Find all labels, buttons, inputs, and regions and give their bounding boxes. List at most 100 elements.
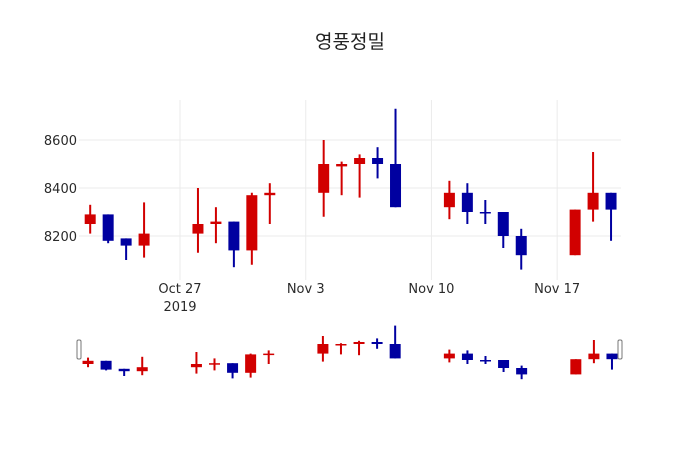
candle[interactable] (461, 183, 473, 224)
candle-body (570, 359, 582, 375)
candle-body (136, 367, 148, 372)
candle-body (461, 192, 473, 212)
candle[interactable] (461, 350, 473, 364)
candle-body (480, 360, 491, 362)
candle-body (317, 344, 329, 354)
candle[interactable] (588, 340, 600, 364)
candle-body (82, 360, 94, 364)
candle-body (588, 353, 600, 360)
candle-body (118, 368, 130, 372)
candle[interactable] (227, 363, 239, 379)
candle-body (102, 214, 114, 241)
candle[interactable] (353, 340, 365, 356)
x-tick-label: Nov 10 (408, 282, 454, 297)
candle-body (353, 342, 365, 344)
candle-body (516, 368, 528, 375)
candle-body (264, 192, 276, 196)
candle-body (263, 353, 275, 356)
y-tick-label: 8400 (44, 182, 77, 197)
candle-body (371, 342, 383, 344)
candle[interactable] (497, 212, 509, 248)
range-slider-right-handle[interactable] (617, 339, 623, 360)
x-tick-label: Oct 27 (158, 282, 201, 297)
candle[interactable] (498, 360, 510, 372)
candle[interactable] (263, 350, 275, 364)
candle[interactable] (318, 140, 330, 217)
candle-body (461, 353, 473, 360)
candle[interactable] (443, 349, 455, 363)
candle[interactable] (210, 207, 222, 244)
candle[interactable] (190, 352, 202, 374)
x-tick-year-label: 2019 (163, 300, 196, 315)
candle-body (210, 221, 222, 224)
candle[interactable] (192, 188, 204, 253)
candle-body (443, 353, 455, 359)
candle[interactable] (606, 353, 618, 370)
candle[interactable] (82, 357, 94, 368)
chart-title: 영풍정밀 (315, 31, 385, 53)
candle[interactable] (118, 368, 130, 376)
candle-body (515, 236, 527, 256)
candle-body (569, 209, 581, 256)
candle-body (336, 164, 348, 167)
candle-body (120, 238, 132, 246)
candle[interactable] (102, 214, 114, 244)
range-slider[interactable] (76, 325, 623, 380)
candle[interactable] (120, 238, 132, 260)
candle[interactable] (84, 204, 96, 234)
candles[interactable] (84, 108, 617, 270)
candle[interactable] (372, 147, 384, 179)
candle[interactable] (605, 192, 617, 241)
candle[interactable] (335, 343, 347, 355)
candle[interactable] (317, 336, 329, 362)
candle[interactable] (138, 202, 150, 258)
candle-body (100, 360, 112, 370)
candle[interactable] (100, 360, 112, 371)
candle-body (227, 363, 239, 373)
candle[interactable] (569, 209, 581, 256)
candle[interactable] (479, 200, 491, 224)
candle-body (209, 363, 220, 365)
candle-body (192, 224, 204, 234)
candle[interactable] (570, 359, 582, 375)
candle[interactable] (336, 161, 348, 196)
candle[interactable] (390, 108, 402, 208)
candle-body (372, 158, 384, 164)
candle-body (389, 344, 401, 359)
candle-body (443, 192, 455, 208)
candle-body (497, 212, 509, 236)
candle[interactable] (228, 221, 240, 268)
candle[interactable] (371, 338, 383, 349)
y-tick-label: 8200 (44, 230, 77, 245)
candle[interactable] (136, 356, 148, 376)
candle[interactable] (246, 192, 258, 265)
candle-body (245, 354, 257, 373)
candle-body (479, 212, 491, 214)
range-slider-left-handle[interactable] (76, 339, 82, 360)
x-tick-label: Nov 3 (287, 282, 325, 297)
candle-body (498, 360, 510, 368)
candle-body (390, 164, 402, 208)
candle-body (606, 353, 618, 360)
candle[interactable] (245, 353, 257, 378)
candle-body (354, 158, 366, 164)
candle-body (335, 344, 347, 346)
candle-body (318, 164, 330, 193)
candle-body (605, 192, 617, 210)
candle[interactable] (443, 180, 455, 220)
candle[interactable] (516, 365, 528, 380)
candle[interactable] (515, 228, 527, 270)
candle-body (228, 221, 240, 251)
candle[interactable] (209, 358, 220, 371)
candle-body (246, 195, 258, 251)
x-axis: Oct 27 2019 Nov 3 Nov 10 Nov 17 (158, 282, 580, 315)
candle[interactable] (480, 356, 491, 364)
candle-body (138, 233, 150, 246)
candle[interactable] (264, 183, 276, 224)
candle[interactable] (389, 325, 401, 359)
candle[interactable] (354, 154, 366, 198)
candle[interactable] (587, 152, 599, 222)
candle-body (587, 192, 599, 210)
y-axis: 8200 8400 8600 (44, 134, 77, 245)
